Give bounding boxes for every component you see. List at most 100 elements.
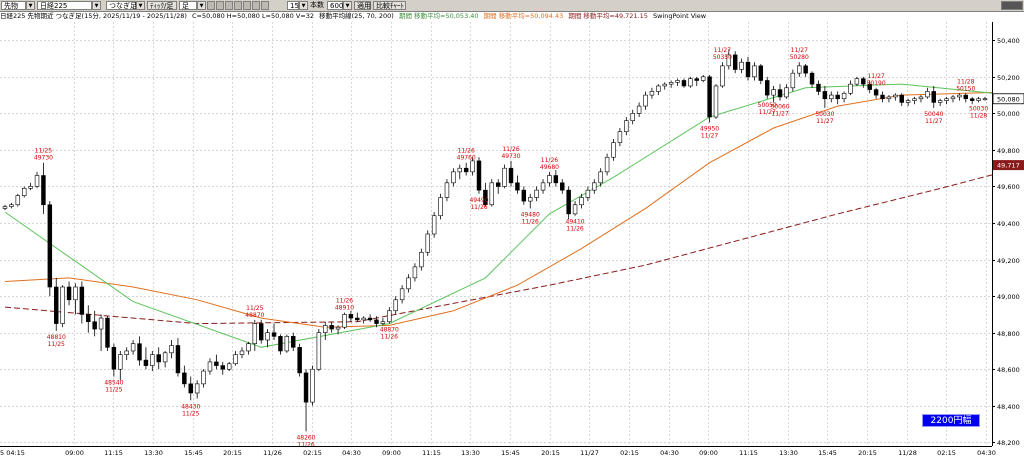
candle-body-up	[976, 98, 981, 101]
swing-point-price: 49950	[700, 126, 719, 133]
swing-point-date: 11/26	[458, 148, 475, 155]
candle	[893, 93, 898, 101]
candle-body-up	[944, 98, 949, 101]
candle	[380, 318, 386, 326]
candle-body-up	[399, 288, 405, 301]
candle-body-up	[21, 188, 27, 196]
swing-point-price: 48260	[296, 434, 315, 441]
candle	[393, 296, 398, 315]
candle-body-up	[118, 354, 123, 370]
swing-point-price: 50050	[758, 102, 777, 109]
candle	[111, 343, 117, 377]
candle	[92, 310, 97, 337]
contract-dropdown-button[interactable]: ▼	[136, 1, 145, 10]
symbol-select[interactable]: 日経225	[37, 1, 92, 10]
market-dropdown-button[interactable]: ▼	[26, 1, 35, 10]
candle-body-down	[694, 78, 699, 81]
compare-label: 比較ﾁｬｰﾄ	[376, 2, 404, 10]
candle	[47, 201, 53, 297]
chart-tool-button[interactable]	[207, 1, 215, 10]
candle	[502, 164, 507, 189]
ma200-line	[4, 166, 1024, 325]
market-select[interactable]: 先物	[1, 1, 26, 10]
symbol-dropdown-button[interactable]: ▼	[92, 1, 101, 10]
candle-body-up	[649, 91, 655, 96]
time-tick-label: 13:30	[144, 449, 163, 457]
candle	[662, 82, 667, 90]
candle	[470, 157, 475, 176]
candle	[566, 186, 571, 220]
chart-tool-button[interactable]	[216, 1, 224, 10]
chart-type-dropdown-button[interactable]: ▼	[197, 1, 206, 10]
candle-body-up	[233, 354, 238, 365]
candle	[348, 310, 354, 322]
candle	[310, 365, 315, 406]
chart-type-select[interactable]: 足	[179, 1, 197, 10]
interval-field[interactable]: 15	[287, 1, 299, 10]
candle	[201, 369, 206, 388]
candle	[707, 75, 712, 123]
candle	[713, 84, 719, 119]
price-tick-label: 49,000	[997, 293, 1020, 301]
swing-point-date: 11/26	[522, 218, 539, 225]
candle-body-up	[316, 332, 322, 370]
swing-point-price: 49410	[566, 219, 585, 226]
candle	[438, 193, 443, 220]
candle-body-down	[809, 72, 815, 85]
chart-tool-button[interactable]	[225, 1, 233, 10]
candle	[540, 179, 546, 194]
count-field[interactable]: 600	[327, 1, 343, 10]
candle-body-up	[470, 160, 475, 173]
candle	[214, 354, 219, 370]
candle	[521, 186, 527, 205]
candle-body-up	[169, 345, 174, 354]
time-tick-label: 02:15	[620, 449, 639, 457]
candle-body-down	[463, 167, 469, 173]
ma25-line	[4, 83, 1024, 348]
candle-body-up	[636, 105, 642, 114]
candle	[278, 334, 283, 355]
time-tick-label: 20:15	[541, 449, 560, 457]
candle	[547, 171, 552, 187]
last-price-marker	[992, 93, 1024, 105]
time-tick-label: 11:15	[104, 449, 123, 457]
candle	[143, 347, 149, 370]
chart-tool-button[interactable]	[261, 1, 269, 10]
candle	[361, 316, 366, 324]
window-control-button[interactable]	[1001, 1, 1023, 10]
swing-point-price: 48430	[181, 403, 200, 410]
tick-mode-button[interactable]: ﾃｨｯｸ/足	[147, 1, 177, 10]
candle	[406, 274, 411, 293]
candle-body-up	[194, 383, 200, 394]
chart-tool-button[interactable]	[243, 1, 251, 10]
candle	[739, 58, 744, 74]
candle	[803, 64, 808, 77]
ma200-price-marker	[993, 160, 1024, 171]
candle	[233, 350, 238, 366]
candle-body-down	[803, 65, 808, 74]
candle	[912, 96, 917, 105]
count-dropdown-button[interactable]: ▼	[343, 1, 352, 10]
time-tick-label: 09:00	[65, 449, 84, 457]
candle	[252, 319, 258, 351]
apply-button[interactable]: 適用	[354, 1, 371, 10]
chart-tool-button[interactable]	[252, 1, 260, 10]
candle-body-down	[303, 372, 309, 403]
candle	[534, 186, 539, 202]
candle-body-up	[893, 94, 898, 98]
compare-chart-button[interactable]: 比較ﾁｬｰﾄ	[373, 1, 406, 10]
candle-body-down	[92, 321, 97, 330]
candle	[752, 62, 757, 81]
candle-body-up	[950, 96, 956, 100]
chart-toolbar: 先物 ▼ 日経225 ▼ つなぎ足 ▼ ﾃｨｯｸ/足 足 ▼ 15 ▼ 本数 6…	[0, 0, 1024, 12]
interval-dropdown-button[interactable]: ▼	[299, 1, 308, 10]
contract-select[interactable]: つなぎ足	[106, 1, 137, 10]
chart-tool-button[interactable]	[234, 1, 242, 10]
candle-body-up	[726, 54, 732, 67]
chevron-down-icon: ▼	[138, 3, 143, 9]
swing-point-price: 50190	[867, 80, 886, 87]
candle-body-up	[9, 204, 14, 207]
